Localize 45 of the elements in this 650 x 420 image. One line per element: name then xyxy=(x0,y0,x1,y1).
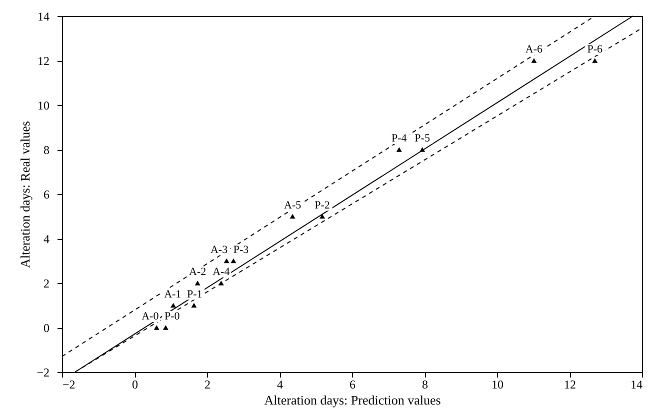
x-tick-label: 4 xyxy=(277,378,283,392)
annotation: A-6 xyxy=(525,44,544,56)
point xyxy=(531,58,537,63)
x-tick-label: 10 xyxy=(492,378,504,392)
annotation: P-6 xyxy=(587,44,604,56)
x-tick-label: 0 xyxy=(132,378,138,392)
annotation: P-4 xyxy=(391,132,408,144)
y-tick-label: −2 xyxy=(36,366,50,380)
y-tick-label: 2 xyxy=(44,276,50,290)
y-tick-label: 0 xyxy=(44,321,50,335)
x-tick-label: 2 xyxy=(204,378,210,392)
y-tick-label: 6 xyxy=(44,188,50,202)
y-tick-label: 10 xyxy=(38,98,50,112)
point xyxy=(592,58,598,63)
x-tick-label: 12 xyxy=(564,378,576,392)
point xyxy=(230,258,236,264)
annotation: P-2 xyxy=(314,199,330,212)
x-axis-title: Alteration days: Prediction values xyxy=(264,392,441,408)
x-tick-label: 6 xyxy=(350,378,356,392)
annotation: P-1 xyxy=(186,288,202,300)
point xyxy=(162,325,168,330)
point xyxy=(194,280,200,286)
point xyxy=(170,302,176,308)
annotation: A-5 xyxy=(284,199,302,212)
point xyxy=(396,147,402,152)
annotation: A-0 xyxy=(142,310,160,322)
y-axis-title: Alteration days: Real values xyxy=(18,121,33,268)
point xyxy=(191,302,197,308)
annotation: A-1 xyxy=(164,288,182,300)
x-tick-label: 14 xyxy=(630,378,642,392)
y-tick-label: 4 xyxy=(44,232,50,246)
point xyxy=(290,214,296,219)
annotation: A-4 xyxy=(212,266,230,278)
annotation: A-2 xyxy=(189,266,206,278)
y-tick-label: 12 xyxy=(38,54,50,68)
x-tick-label: 8 xyxy=(422,378,428,392)
annotation: P-5 xyxy=(414,132,430,144)
point xyxy=(154,325,160,330)
annotation: P-0 xyxy=(164,310,180,322)
point xyxy=(224,258,230,264)
y-tick-label: 8 xyxy=(44,143,50,157)
annotation: P-3 xyxy=(233,244,250,256)
annotation: A-3 xyxy=(210,244,228,256)
y-tick-label: 14 xyxy=(38,10,50,24)
x-tick-label: −2 xyxy=(62,378,76,392)
